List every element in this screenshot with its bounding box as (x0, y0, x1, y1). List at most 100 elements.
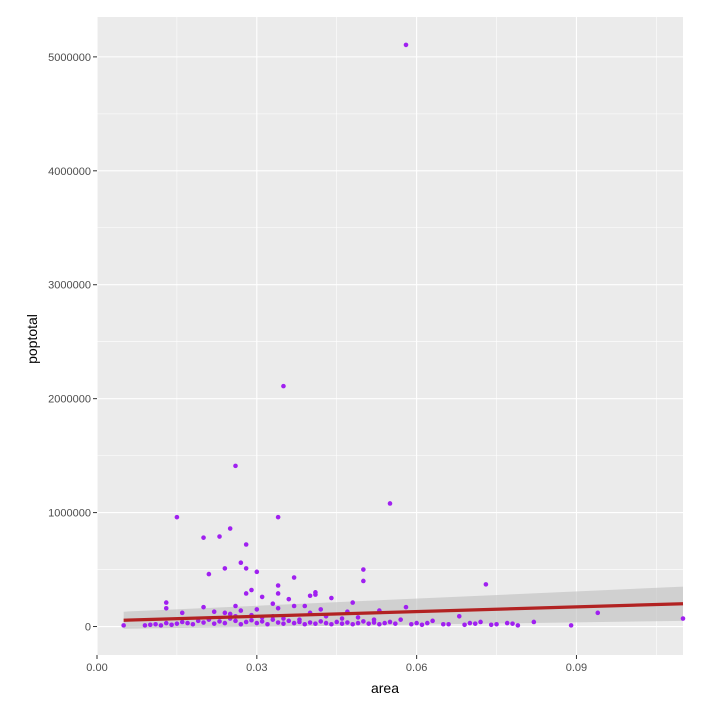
data-point (163, 600, 169, 605)
data-point (382, 620, 387, 626)
data-point (568, 623, 574, 628)
data-point (387, 619, 393, 625)
data-point (254, 607, 260, 612)
x-axis-title: area (371, 680, 399, 696)
trend-line-group (123, 602, 684, 622)
data-point (291, 575, 297, 580)
data-point (201, 535, 206, 540)
data-point (313, 621, 318, 626)
data-points (121, 42, 686, 628)
data-point (238, 608, 244, 613)
data-point (233, 618, 238, 624)
data-point (355, 615, 361, 620)
data-point (190, 621, 196, 627)
y-tick-label: 1000000 (48, 508, 91, 520)
data-point (350, 600, 356, 605)
data-point (201, 620, 206, 625)
data-point (275, 583, 281, 588)
data-point (163, 620, 169, 626)
data-point (217, 619, 222, 624)
data-point (345, 620, 350, 625)
data-point (291, 603, 297, 609)
data-point (403, 42, 409, 48)
data-point (243, 566, 249, 571)
data-point (329, 595, 334, 601)
data-point (238, 560, 244, 566)
data-point (366, 621, 371, 626)
data-point (158, 623, 164, 628)
data-point (222, 566, 228, 571)
data-point (307, 593, 313, 599)
data-point (456, 613, 462, 619)
x-tick-label: 0.00 (86, 662, 107, 674)
data-point (510, 621, 515, 626)
data-point (361, 567, 366, 572)
data-point (504, 620, 510, 626)
data-point (398, 617, 403, 622)
y-tick-label: 0 (85, 622, 91, 634)
data-point (179, 610, 185, 616)
data-point (233, 463, 238, 469)
data-point (238, 621, 244, 627)
data-point (217, 534, 222, 539)
data-point (211, 621, 217, 626)
data-point (361, 578, 366, 584)
data-point (329, 621, 334, 627)
data-point (249, 617, 254, 623)
data-point (483, 582, 489, 587)
data-point (270, 617, 276, 622)
data-point (430, 618, 435, 624)
data-point (318, 619, 324, 624)
data-point (297, 619, 302, 625)
data-point (222, 610, 228, 616)
data-point (371, 620, 377, 625)
data-point (211, 609, 217, 615)
x-tick-label: 0.09 (566, 662, 587, 674)
data-point (201, 604, 206, 610)
data-point (206, 571, 212, 577)
data-point (163, 605, 169, 611)
y-tick-label: 4000000 (48, 166, 91, 178)
data-point (121, 623, 126, 628)
data-point (291, 620, 297, 626)
data-point (350, 621, 356, 627)
data-point (419, 622, 425, 628)
data-point (339, 621, 345, 626)
data-point (259, 594, 265, 600)
data-point (270, 601, 276, 607)
data-point (142, 623, 148, 628)
data-point (313, 592, 318, 597)
data-point (254, 569, 260, 575)
data-point (259, 619, 265, 624)
y-tick-label: 2000000 (48, 394, 91, 406)
data-point (222, 620, 228, 626)
y-tick-label: 3000000 (48, 280, 91, 292)
data-point (275, 591, 281, 596)
data-point (254, 620, 260, 626)
data-point (302, 603, 308, 609)
data-point (302, 621, 308, 627)
data-point (233, 603, 238, 609)
data-point (387, 501, 393, 506)
data-point (249, 587, 254, 593)
data-point (488, 622, 494, 628)
data-point (334, 619, 340, 625)
data-point (281, 621, 286, 626)
y-axis-title: poptotal (24, 314, 40, 364)
data-point (179, 619, 185, 625)
data-point (462, 622, 467, 628)
data-point (355, 620, 361, 626)
data-point (243, 591, 249, 596)
data-point (446, 621, 451, 627)
data-point (174, 514, 180, 520)
data-point (281, 383, 286, 389)
data-point (467, 620, 473, 626)
data-point (275, 605, 281, 611)
data-point (595, 610, 601, 616)
data-point (403, 604, 409, 610)
data-point (409, 621, 414, 627)
data-point (377, 621, 382, 627)
data-point (169, 622, 174, 628)
data-point (243, 542, 249, 547)
data-point (531, 619, 537, 625)
